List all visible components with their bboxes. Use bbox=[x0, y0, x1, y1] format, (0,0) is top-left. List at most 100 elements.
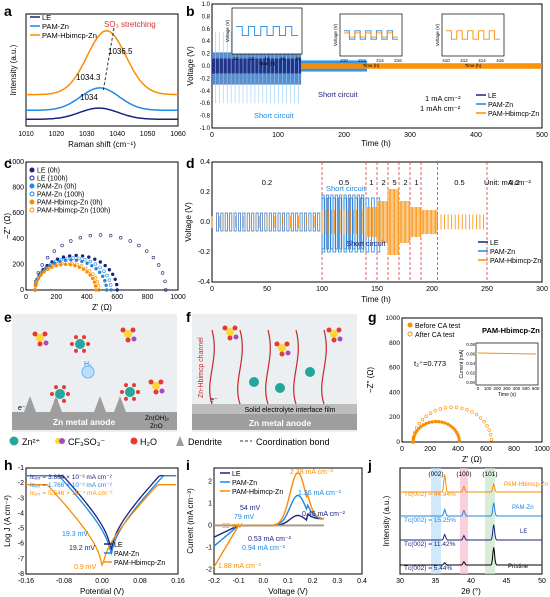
cf3so3-f-1-s bbox=[226, 328, 234, 336]
rate-label-b: 1 mA cm⁻² bbox=[425, 94, 461, 103]
xtick-d-3: 150 bbox=[371, 286, 383, 293]
point-g bbox=[474, 412, 479, 417]
point-g bbox=[413, 430, 417, 435]
ytick-i-1: -1 bbox=[206, 545, 212, 552]
zn-ion-f bbox=[249, 377, 259, 387]
xtick-g-3: 600 bbox=[480, 446, 492, 453]
cycle-d-le bbox=[317, 212, 321, 232]
xlabel-b: Time (h) bbox=[361, 139, 391, 148]
cycle-d-le bbox=[290, 212, 294, 232]
panel-label-g: g bbox=[368, 309, 377, 325]
cv-label-6: 92 mV bbox=[222, 523, 243, 530]
inset-xtick-b: 212 bbox=[358, 58, 366, 63]
point-g bbox=[419, 425, 423, 429]
cf3so3-e-3-f bbox=[159, 388, 165, 394]
point-g bbox=[489, 433, 493, 437]
point-c bbox=[88, 273, 92, 277]
point-g bbox=[482, 419, 486, 424]
panel-label-c: c bbox=[4, 155, 12, 171]
inset-ylabel-b: Voltage (V) bbox=[225, 19, 230, 42]
point-c bbox=[60, 261, 64, 266]
cf3so3-e-1-s bbox=[36, 334, 44, 342]
point-g bbox=[440, 420, 444, 424]
ytick-b-7: 0.4 bbox=[202, 39, 211, 45]
xtick-c-0: 0 bbox=[24, 294, 28, 301]
point-g bbox=[424, 421, 428, 426]
point-c bbox=[33, 284, 38, 288]
film-label: Solid electrolyte interface film bbox=[244, 407, 335, 414]
ytick-b-8: 0.6 bbox=[202, 27, 211, 33]
peak-label-1: 1036.5 bbox=[108, 47, 133, 56]
legend-dendrite: Dendrite bbox=[188, 437, 222, 447]
cv-label-2: 1.36 mA cm⁻² bbox=[298, 490, 342, 497]
trace-label-2: PAM-Zn bbox=[512, 505, 534, 511]
legend-zn: Zn²⁺ bbox=[22, 437, 41, 447]
cf3so3-f-3-f bbox=[337, 336, 343, 342]
point-c bbox=[95, 280, 100, 284]
xtick-d-0: 0 bbox=[210, 286, 214, 293]
point-c bbox=[88, 233, 93, 238]
panel-d-rate: 0.2 0.5 1 2 5 2 1 0.5 0.2 Unit: mA cm⁻² Short ci… bbox=[184, 159, 548, 304]
rate-label-d-6: 1 bbox=[415, 178, 419, 187]
legend-c-0: LE (0h) bbox=[37, 168, 60, 175]
point-c bbox=[105, 273, 109, 278]
xtick-h-1: -0.08 bbox=[56, 578, 72, 585]
legend-marker-c bbox=[29, 183, 35, 189]
legend-d-le: LE bbox=[490, 240, 499, 247]
unit-label-d: Unit: mA cm⁻² bbox=[484, 178, 531, 187]
polymer-chain-f bbox=[293, 329, 299, 405]
inset-xtick-g: 600 bbox=[532, 386, 540, 391]
xtick-b-1: 100 bbox=[272, 132, 284, 139]
point-c bbox=[160, 271, 165, 275]
inset-xtick-g: 400 bbox=[513, 386, 521, 391]
inset-trace-b-2 bbox=[446, 30, 500, 40]
title-g: PAM-Hbimcp-Zn bbox=[482, 326, 540, 335]
legend-g-before: Before CA test bbox=[415, 323, 460, 330]
cf3so3-f-1-f bbox=[233, 334, 239, 340]
ytick-h-3: -5 bbox=[18, 526, 24, 533]
cf3so3-f-2-f bbox=[285, 350, 291, 356]
point-c bbox=[46, 266, 50, 270]
point-c bbox=[163, 279, 167, 284]
point-g bbox=[421, 423, 426, 427]
xtick-h-0: -0.16 bbox=[18, 578, 34, 585]
cycle-d-le bbox=[220, 212, 224, 232]
series-a-PAM-Hbimcp-Zn bbox=[26, 30, 179, 96]
legend-c-5: PAM-Hbimcp-Zn (100h) bbox=[37, 208, 110, 215]
ytick-d-4: 0.4 bbox=[200, 159, 210, 166]
legend-coordination: Coordination bond bbox=[256, 437, 330, 447]
point-g bbox=[437, 420, 441, 424]
point-c bbox=[108, 233, 113, 238]
legend-marker-c bbox=[29, 191, 35, 197]
band-b-le-core bbox=[212, 58, 302, 74]
ylabel-a: Intensity (a.u.) bbox=[9, 44, 18, 95]
point-c bbox=[65, 256, 69, 261]
water-e bbox=[54, 385, 58, 390]
polymer-chain-f bbox=[209, 329, 215, 405]
legend-g-after: After CA test bbox=[415, 332, 454, 339]
point-g bbox=[465, 408, 469, 412]
point-c bbox=[103, 279, 107, 283]
point-c bbox=[145, 249, 149, 253]
xtick-h-3: 0.08 bbox=[133, 578, 147, 585]
point-g bbox=[420, 418, 425, 422]
inset-xlabel-g: Time (s) bbox=[498, 392, 516, 398]
ylabel-d: Voltage (V) bbox=[184, 202, 193, 242]
water-e bbox=[62, 385, 66, 390]
cycle-d-pam bbox=[332, 197, 337, 253]
point-g bbox=[457, 438, 461, 443]
point-c bbox=[87, 269, 92, 273]
legend-d-hb: PAM-Hbimcp-Zn bbox=[490, 258, 541, 265]
point-c bbox=[93, 262, 98, 266]
water-e bbox=[74, 335, 78, 340]
inset-ytick-g: 0.04 bbox=[466, 361, 475, 366]
legend-i-le: LE bbox=[232, 471, 241, 478]
cf3so3-f-1-o bbox=[222, 325, 228, 331]
panel-i-cv: LE PAM-Zn PAM-Hbimcp-Zn 2.38 mA cm⁻² 1.3… bbox=[186, 467, 367, 596]
water-e bbox=[124, 383, 128, 388]
anode-label-e: Zn metal anode bbox=[53, 417, 116, 427]
ytick-i-2: 0 bbox=[208, 522, 212, 529]
point-c bbox=[69, 239, 73, 243]
trace-label-1: PAM-Hbimcp-Zn bbox=[504, 482, 548, 488]
point-g bbox=[438, 407, 442, 411]
